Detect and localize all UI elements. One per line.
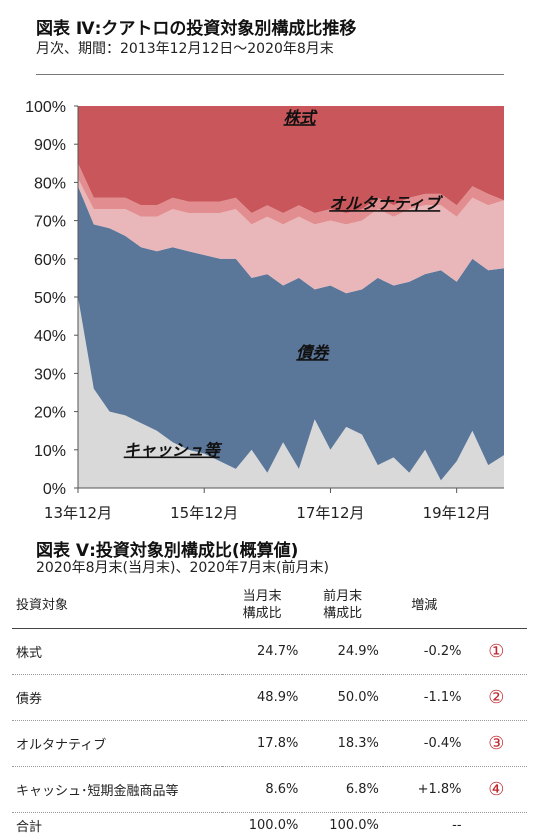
- row-change: -0.2%: [383, 629, 466, 675]
- row-change: +1.8%: [383, 767, 466, 813]
- table-header-row: 投資対象 当月末 構成比 前月末 構成比 増減: [12, 582, 527, 629]
- header-asset: 投資対象: [12, 582, 222, 629]
- annotation-label: 債券: [296, 343, 330, 362]
- table-row: オルタナティブ 17.8% 18.3% -0.4% ③: [12, 721, 527, 767]
- header-change: 増減: [383, 582, 466, 629]
- row-previous: 6.8%: [302, 767, 383, 813]
- y-tick-label: 50%: [34, 290, 66, 307]
- row-change: -1.1%: [383, 675, 466, 721]
- row-current: 48.9%: [222, 675, 303, 721]
- header-previous-line1: 前月末: [323, 589, 362, 604]
- table-row: 債券 48.9% 50.0% -1.1% ②: [12, 675, 527, 721]
- total-label: 合計: [12, 813, 222, 837]
- title-divider: [36, 74, 504, 75]
- total-change: --: [383, 813, 466, 837]
- row-asset: オルタナティブ: [12, 721, 222, 767]
- row-mark: ④: [466, 767, 527, 813]
- x-tick-label: 19年12月: [423, 504, 491, 522]
- annotation-label: 株式: [284, 108, 319, 127]
- total-mark: [466, 813, 527, 837]
- row-current: 8.6%: [222, 767, 303, 813]
- y-tick-label: 20%: [34, 405, 66, 422]
- header-current-line1: 当月末: [243, 589, 282, 604]
- row-asset: 債券: [12, 675, 222, 721]
- y-tick-label: 100%: [25, 99, 66, 116]
- y-tick-label: 80%: [34, 175, 66, 192]
- table-row: 株式 24.7% 24.9% -0.2% ①: [12, 629, 527, 675]
- figure4-subtitle: 月次、期間：2013年12月12日～2020年8月末: [36, 38, 334, 58]
- total-previous: 100.0%: [302, 813, 383, 837]
- row-asset: キャッシュ･短期金融商品等: [12, 767, 222, 813]
- table-total-row: 合計 100.0% 100.0% --: [12, 813, 527, 837]
- row-current: 24.7%: [222, 629, 303, 675]
- x-tick-label: 13年12月: [44, 504, 112, 522]
- x-tick-label: 17年12月: [296, 504, 364, 522]
- annotation-label: キャッシュ等: [124, 441, 223, 460]
- y-tick-label: 60%: [34, 252, 66, 269]
- row-previous: 50.0%: [302, 675, 383, 721]
- row-current: 17.8%: [222, 721, 303, 767]
- row-previous: 18.3%: [302, 721, 383, 767]
- y-tick-label: 10%: [34, 443, 66, 460]
- y-tick-label: 40%: [34, 328, 66, 345]
- annotation-label: オルタナティブ: [329, 194, 443, 213]
- row-mark: ②: [466, 675, 527, 721]
- header-current-line2: 構成比: [243, 606, 282, 621]
- allocation-table: 投資対象 当月末 構成比 前月末 構成比 増減 株式 24.7% 24.9% -…: [12, 582, 527, 837]
- row-change: -0.4%: [383, 721, 466, 767]
- y-tick-label: 0%: [43, 481, 66, 498]
- figure4-title: 図表 Ⅳ:クアトロの投資対象別構成比推移: [36, 14, 356, 39]
- y-tick-label: 90%: [34, 137, 66, 154]
- y-tick-label: 30%: [34, 366, 66, 383]
- composition-area-chart: 0% 10% 20% 30% 40% 50% 60% 70% 80% 90% 100% 13年12月 1…: [0, 88, 550, 528]
- row-asset: 株式: [12, 629, 222, 675]
- header-current: 当月末 構成比: [222, 582, 303, 629]
- x-tick-label: 15年12月: [170, 504, 238, 522]
- header-previous: 前月末 構成比: [302, 582, 383, 629]
- header-previous-line2: 構成比: [323, 606, 362, 621]
- row-mark: ①: [466, 629, 527, 675]
- y-tick-label: 70%: [34, 214, 66, 231]
- row-mark: ③: [466, 721, 527, 767]
- table-row: キャッシュ･短期金融商品等 8.6% 6.8% +1.8% ④: [12, 767, 527, 813]
- header-mark: [466, 582, 527, 629]
- total-current: 100.0%: [222, 813, 303, 837]
- figure5-subtitle: 2020年8月末(当月末)、2020年7月末(前月末): [36, 557, 329, 577]
- row-previous: 24.9%: [302, 629, 383, 675]
